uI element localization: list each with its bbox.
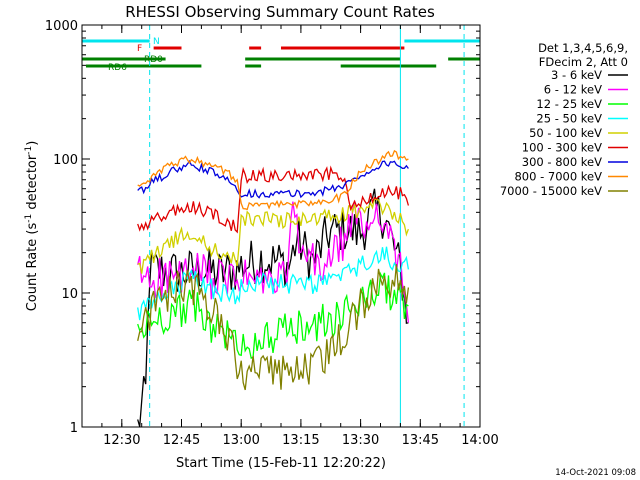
- series-line-7: [137, 159, 409, 199]
- legend-label: 7000 - 15000 keV: [500, 184, 602, 198]
- flag-label-f: F: [137, 44, 142, 54]
- y-tick-label: 1000: [45, 19, 78, 34]
- y-label-part-2: detector: [25, 154, 40, 214]
- y-label-part-3: ): [25, 141, 40, 146]
- y-label-part-1: Count Rate (s: [25, 223, 40, 312]
- series-line-3: [137, 271, 409, 360]
- series-line-9: [137, 264, 410, 391]
- x-tick-label: 13:45: [402, 433, 439, 448]
- timestamp: 14-Oct-2021 09:08: [555, 468, 636, 478]
- series-line-5: [137, 197, 410, 274]
- y-label-sup-1: -1: [24, 214, 34, 223]
- series-line-4: [137, 246, 410, 321]
- x-tick-label: 14:00: [461, 433, 498, 448]
- legend-label: 6 - 12 keV: [544, 83, 602, 97]
- series-line-6: [137, 165, 410, 234]
- vertical-markers: [81, 25, 465, 427]
- flag-label-n: N: [153, 37, 160, 47]
- chart-title: RHESSI Observing Summary Count Rates: [125, 3, 435, 21]
- x-axis-label: Start Time (15-Feb-11 12:20:22): [176, 456, 386, 471]
- y-axis-label: Count Rate (s-1 detector-1): [24, 141, 40, 312]
- flag-label-rd6: RD6: [108, 63, 127, 73]
- x-tick-label: 12:45: [163, 433, 200, 448]
- axes: 12:30 12:45 13:00 13:15 13:30 13:45 14:00 1 10 10…: [45, 19, 499, 448]
- x-tick-label: 12:30: [103, 433, 140, 448]
- flag-label-rd0: RD0: [144, 55, 163, 65]
- legend-header-line-2: FDecim 2, Att 0: [539, 55, 628, 69]
- legend-label: 300 - 800 keV: [522, 155, 602, 169]
- y-tick-label: 10: [61, 287, 78, 302]
- legend-label: 100 - 300 keV: [522, 141, 602, 155]
- x-tick-label: 13:30: [342, 433, 379, 448]
- y-tick-label: 100: [53, 153, 78, 168]
- legend-label: 12 - 25 keV: [536, 97, 602, 111]
- legend-header-line-1: Det 1,3,4,5,6,9,: [538, 41, 628, 55]
- y-label-sup-2: -1: [24, 146, 34, 155]
- legend-label: 25 - 50 keV: [536, 112, 602, 126]
- series-line-8: [137, 149, 409, 211]
- series-lines: [137, 149, 410, 427]
- legend: Det 1,3,4,5,6,9, FDecim 2, Att 0 3 - 6 k…: [500, 41, 628, 198]
- x-tick-label: 13:00: [222, 433, 259, 448]
- legend-label: 50 - 100 keV: [529, 126, 602, 140]
- legend-label: 800 - 7000 keV: [514, 170, 602, 184]
- y-tick-label: 1: [70, 421, 78, 436]
- x-tick-label: 13:15: [282, 433, 319, 448]
- legend-label: 3 - 6 keV: [551, 68, 602, 82]
